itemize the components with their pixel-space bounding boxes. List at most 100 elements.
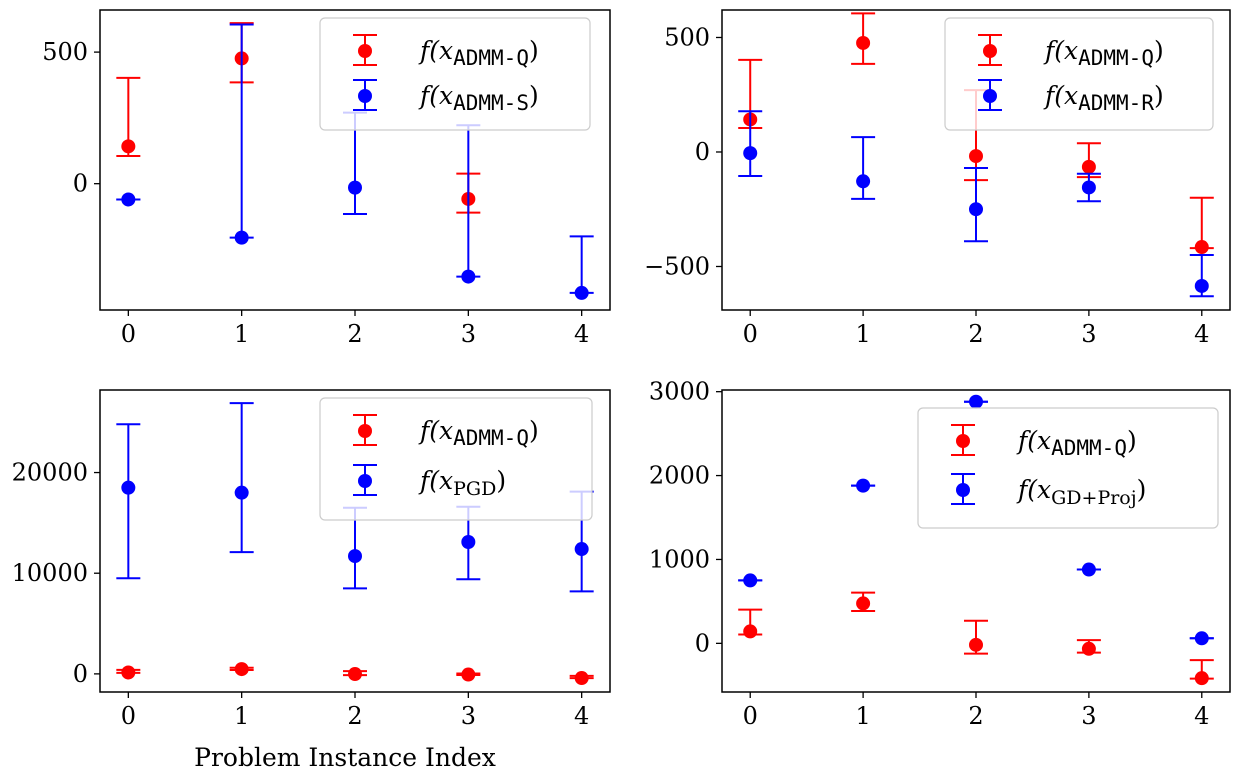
- data-point: [121, 665, 136, 680]
- x-tick-label: 2: [968, 320, 983, 348]
- x-tick-label: 1: [234, 320, 249, 348]
- legend-label: f(xADMM-Q): [1043, 36, 1164, 70]
- x-tick-label: 0: [743, 320, 758, 348]
- data-point: [348, 667, 362, 682]
- y-tick-label: 0: [73, 170, 88, 198]
- legend-marker: [983, 89, 997, 103]
- legend-frame: [917, 407, 1219, 529]
- data-point: [856, 35, 871, 50]
- legend-marker: [956, 483, 970, 497]
- data-point: [574, 671, 589, 686]
- legend-frame: [319, 17, 591, 131]
- plot-area: [738, 394, 1214, 686]
- data-point: [743, 573, 758, 588]
- x-tick-label: 3: [461, 320, 476, 348]
- data-point: [1081, 562, 1096, 577]
- x-tick-label: 1: [855, 320, 870, 348]
- legend: f(xADMM-Q) f(xPGD): [319, 397, 593, 521]
- legend-marker: [358, 89, 372, 103]
- legend-frame: [319, 397, 593, 521]
- data-point: [234, 485, 249, 500]
- x-tick-label: 2: [347, 320, 362, 348]
- axes-frame: [99, 389, 611, 693]
- x-tick-label: 4: [1194, 320, 1209, 348]
- legend: f(xADMM-Q) f(xADMM-R): [944, 17, 1214, 131]
- x-axis-label: Problem Instance Index: [194, 743, 496, 772]
- x-tick-label: 2: [968, 702, 983, 730]
- legend: f(xADMM-Q) f(xADMM-S): [319, 17, 591, 131]
- series-blue: [738, 394, 1214, 646]
- data-point: [461, 269, 476, 284]
- data-point: [743, 624, 758, 639]
- data-point: [1194, 631, 1209, 646]
- data-point: [856, 174, 871, 189]
- legend-label: f(xADMM-Q): [1016, 426, 1137, 460]
- data-point: [121, 192, 136, 207]
- y-tick-label: 3000: [649, 378, 710, 406]
- x-tick-label: 4: [1194, 702, 1209, 730]
- series-red: [738, 591, 1214, 686]
- data-point: [461, 667, 476, 682]
- panel-top-left: 0 1 2 3 4 0 500 f(xADMM-Q) f(xADMM-S): [42, 9, 611, 348]
- x-tick-label: 3: [461, 702, 476, 730]
- legend-marker: [983, 44, 997, 58]
- y-tick-label: 500: [42, 38, 88, 66]
- y-tick-label: 0: [73, 660, 88, 688]
- data-point: [234, 662, 249, 677]
- legend-marker: [358, 44, 372, 58]
- y-tick-label: −500: [644, 252, 710, 280]
- data-point: [1081, 641, 1096, 656]
- x-tick-label: 1: [234, 702, 249, 730]
- y-tick-label: 500: [664, 23, 710, 51]
- legend-label: f(xADMM-R): [1043, 81, 1164, 115]
- legend-label: f(xADMM-Q): [418, 416, 539, 450]
- data-point: [121, 139, 136, 154]
- data-point: [461, 535, 476, 550]
- axes-frame: [99, 9, 611, 311]
- data-point: [969, 202, 983, 217]
- x-tick-label: 4: [574, 320, 589, 348]
- x-tick-label: 3: [1081, 702, 1096, 730]
- y-tick-label: 2000: [649, 462, 710, 490]
- axes-frame: [721, 389, 1231, 693]
- data-point: [1081, 159, 1096, 174]
- series-red: [116, 662, 594, 686]
- y-tick-label: 1000: [649, 545, 710, 573]
- legend-marker: [358, 474, 372, 488]
- data-point: [121, 480, 136, 495]
- x-tick-label: 3: [1081, 320, 1096, 348]
- data-point: [969, 394, 983, 409]
- y-tick-label: 0: [695, 629, 710, 657]
- x-tick-label: 0: [121, 702, 136, 730]
- x-tick-label: 1: [855, 702, 870, 730]
- legend-label: f(xPGD): [418, 466, 506, 500]
- legend-marker: [358, 424, 372, 438]
- data-point: [348, 180, 362, 195]
- data-point: [856, 478, 871, 493]
- legend: f(xADMM-Q) f(xGD+Proj): [917, 407, 1219, 529]
- x-tick-label: 4: [574, 702, 589, 730]
- legend-label: f(xGD+Proj): [1016, 475, 1146, 509]
- data-point: [574, 542, 589, 557]
- data-point: [969, 149, 983, 164]
- series-blue: [738, 110, 1214, 298]
- legend-marker: [956, 434, 970, 448]
- data-point: [574, 285, 589, 300]
- y-tick-label: 0: [695, 138, 710, 166]
- legend-label: f(xADMM-S): [418, 81, 539, 115]
- data-point: [234, 230, 249, 245]
- data-point: [1194, 671, 1209, 686]
- y-tick-label: 10000: [12, 559, 88, 587]
- legend-label: f(xADMM-Q): [418, 36, 539, 70]
- panel-bottom-right: 0 1 2 3 4 0 1000 2000 3000 f(xADMM-Q) f(xGD+Proj): [649, 378, 1231, 730]
- axes-frame: [721, 9, 1231, 311]
- y-tick-label: 20000: [12, 459, 88, 487]
- data-point: [743, 146, 758, 161]
- data-point: [1194, 240, 1209, 255]
- data-point: [348, 549, 362, 564]
- data-point: [856, 596, 871, 611]
- x-tick-label: 2: [347, 702, 362, 730]
- x-tick-label: 0: [743, 702, 758, 730]
- panel-bottom-left: 0 1 2 3 4 0 10000 20000 f(xADMM-Q) f(xPGD): [12, 389, 611, 730]
